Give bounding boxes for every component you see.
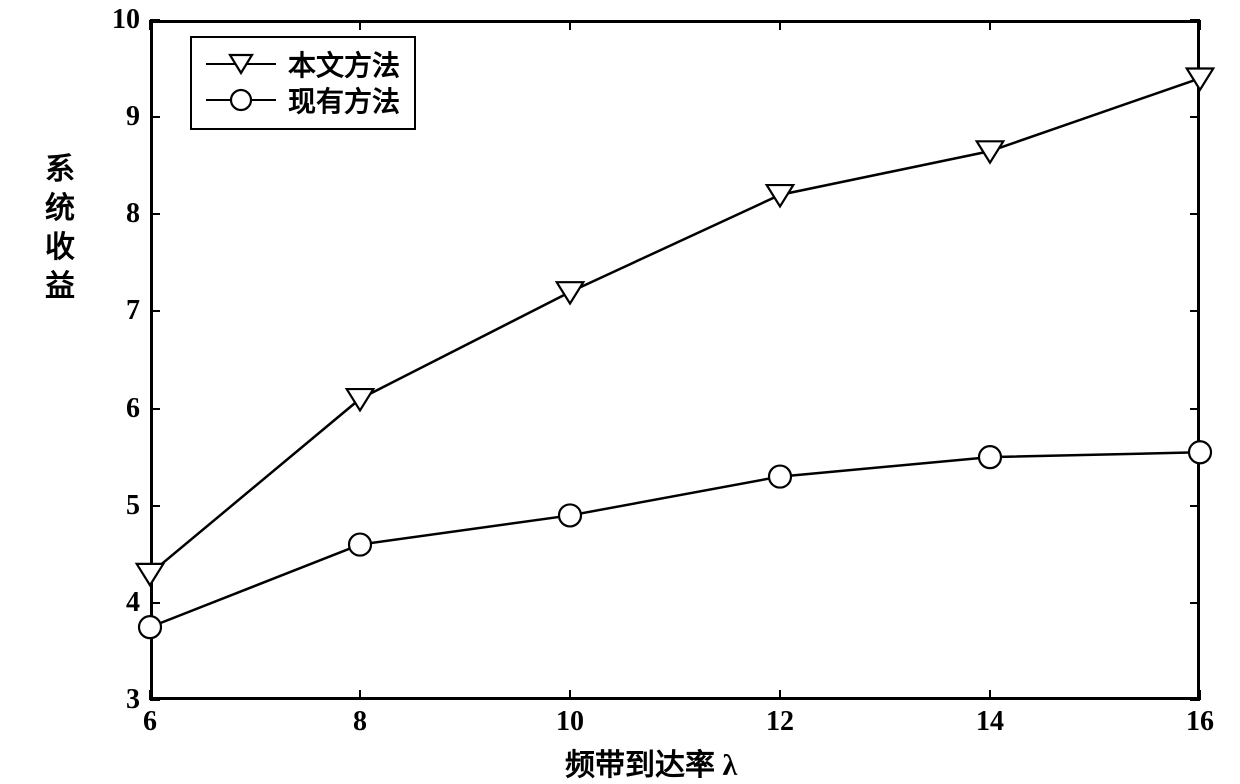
triangle-down-icon [557, 282, 584, 303]
x-tick [779, 20, 781, 30]
y-tick [150, 19, 160, 21]
x-tick [569, 20, 571, 30]
y-tick [1190, 602, 1200, 604]
legend: 本文方法 现有方法 [190, 36, 416, 130]
y-tick [150, 602, 160, 604]
y-tick [1190, 310, 1200, 312]
x-tick [359, 690, 361, 700]
legend-row: 现有方法 [206, 82, 400, 118]
y-tick [1190, 505, 1200, 507]
legend-row: 本文方法 [206, 46, 400, 82]
series-line [150, 452, 1200, 627]
y-tick [1190, 699, 1200, 701]
y-tick [1190, 116, 1200, 118]
x-tick-label: 16 [1180, 706, 1220, 738]
y-tick-label: 8 [100, 198, 140, 230]
circle-icon [139, 616, 161, 638]
y-tick [1190, 408, 1200, 410]
y-tick-label: 5 [100, 490, 140, 522]
x-tick [989, 690, 991, 700]
legend-line [206, 63, 276, 66]
x-axis-label: 频带到达率 λ [565, 740, 737, 784]
chart-container: 系 统 收 益 本文方法 现有方法 频带到达率 λ 6810121416 [0, 0, 1240, 781]
circle-icon [1189, 441, 1211, 463]
x-tick-label: 8 [340, 706, 380, 738]
x-tick-label: 12 [760, 706, 800, 738]
y-tick [150, 408, 160, 410]
triangle-down-icon [228, 51, 254, 77]
x-tick [149, 20, 151, 30]
legend-label: 本文方法 [288, 44, 400, 84]
x-tick [779, 690, 781, 700]
y-tick-label: 7 [100, 295, 140, 327]
y-tick-label: 3 [100, 684, 140, 716]
circle-icon [559, 504, 581, 526]
y-tick-label: 9 [100, 101, 140, 133]
series-line [150, 78, 1200, 573]
y-tick-label: 10 [100, 4, 140, 36]
y-tick-label: 4 [100, 587, 140, 619]
circle-icon [979, 446, 1001, 468]
triangle-down-icon [1187, 68, 1214, 89]
circle-icon [349, 534, 371, 556]
triangle-down-icon [137, 564, 164, 585]
y-tick-label: 6 [100, 393, 140, 425]
legend-label: 现有方法 [288, 80, 400, 120]
y-tick [150, 116, 160, 118]
x-tick [359, 20, 361, 30]
y-tick [150, 213, 160, 215]
x-tick [989, 20, 991, 30]
circle-icon [769, 466, 791, 488]
y-tick [150, 310, 160, 312]
y-tick [1190, 213, 1200, 215]
x-tick [569, 690, 571, 700]
x-tick-label: 10 [550, 706, 590, 738]
plot-svg [0, 0, 1240, 781]
circle-icon [228, 87, 254, 113]
x-tick-label: 14 [970, 706, 1010, 738]
legend-line [206, 99, 276, 102]
y-tick [150, 505, 160, 507]
y-tick [1190, 19, 1200, 21]
triangle-down-icon [767, 185, 794, 206]
y-tick [150, 699, 160, 701]
x-tick [1199, 20, 1201, 30]
